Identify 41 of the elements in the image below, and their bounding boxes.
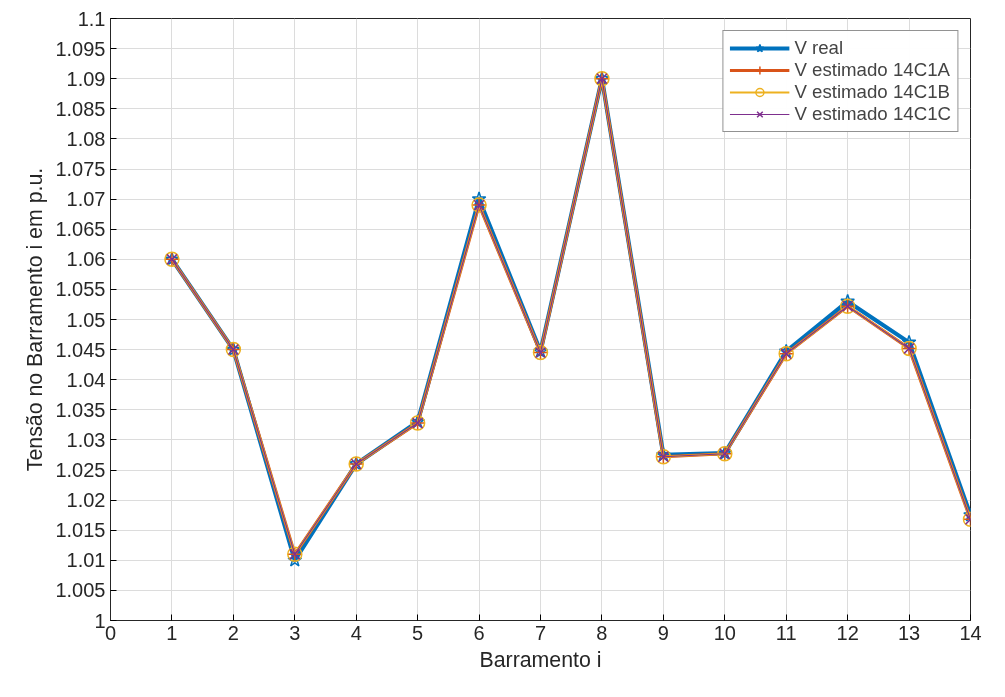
y-tick-label: 1.095 [55,37,106,60]
y-tick-label: 1.06 [66,248,106,271]
x-axis-title: Barramento i [479,647,602,672]
y-tick-label: 1.07 [66,188,106,211]
y-tick-label: 1.09 [66,67,106,90]
x-tick-label: 14 [959,621,982,644]
y-tick-label: 1.005 [55,579,106,602]
x-tick-label: 1 [166,621,178,644]
x-tick-label: 4 [350,621,362,644]
x-tick-label: 6 [473,621,485,644]
y-tick-label: 1.045 [55,338,106,361]
legend-label: V estimado 14C1C [794,103,951,125]
y-tick-label: 1.1 [77,7,106,30]
y-tick-label: 1.085 [55,97,106,120]
y-tick-label: 1.03 [66,428,106,451]
legend-label: V estimado 14C1A [794,59,950,81]
y-tick-label: 1.02 [66,489,106,512]
x-tick-label: 2 [227,621,239,644]
x-tick-label: 8 [596,621,608,644]
y-tick-label: 1.025 [55,459,106,481]
x-tick-label: 9 [657,621,669,644]
y-tick-label: 1.015 [55,519,106,542]
y-tick-label: 1.04 [66,368,106,391]
y-tick-label: 1.065 [55,218,106,241]
x-tick-label: 3 [289,621,301,644]
y-tick-label: 1.01 [66,549,106,572]
y-tick-label: 1.05 [66,308,106,331]
legend-label: V estimado 14C1B [794,81,950,103]
x-tick-label: 0 [104,621,117,644]
x-tick-label: 5 [412,621,424,644]
y-tick-label: 1.075 [55,158,106,180]
legend-label: V real [794,37,844,59]
y-tick-label: 1.08 [66,127,106,150]
x-tick-label: 10 [713,621,736,644]
y-tick-label: 1.035 [55,398,106,421]
x-tick-label: 7 [534,621,547,644]
x-tick-label: 11 [775,621,797,644]
y-axis-title: Tensão no Barramento i em p.u. [23,167,48,472]
y-tick-label: 1.055 [55,278,106,301]
x-tick-label: 13 [897,621,921,644]
x-tick-label: 12 [836,621,859,644]
